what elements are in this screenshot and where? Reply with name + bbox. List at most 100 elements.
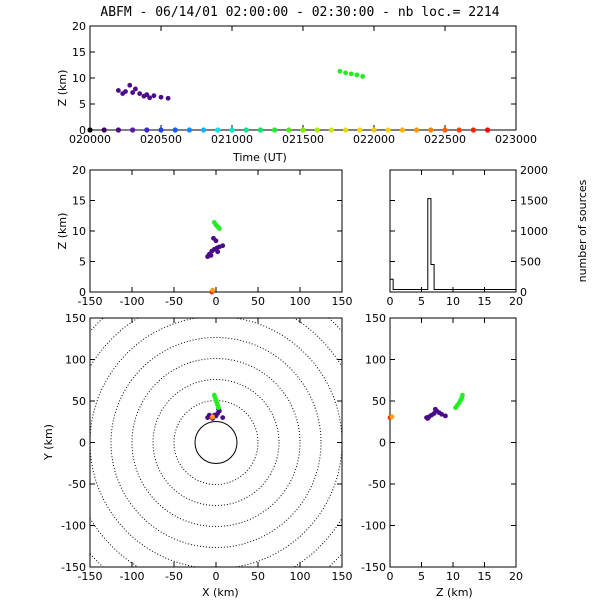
- time-color-marker: [414, 127, 420, 133]
- xz-xtick-label: -150: [78, 295, 103, 308]
- zy-xtick-label: 0: [387, 570, 394, 583]
- xy-data-point: [220, 415, 226, 420]
- histogram-bin: [500, 290, 503, 292]
- xz-xtick-label: 100: [290, 295, 311, 308]
- xz-ylabel: Z (km): [56, 213, 69, 250]
- range-ring: [110, 337, 322, 548]
- xy-frame: [89, 317, 343, 568]
- histogram-bin: [422, 290, 425, 292]
- time_height-ytick-label: 20: [72, 20, 86, 33]
- zy-data-point: [432, 406, 438, 412]
- xy-ytick-label: -50: [68, 478, 86, 491]
- histogram-bin: [447, 290, 450, 292]
- time-color-marker: [428, 127, 434, 133]
- histogram-bin: [444, 290, 447, 292]
- histogram-bin: [440, 290, 443, 292]
- time-color-marker: [442, 127, 448, 133]
- time_height-xtick-label: 021000: [211, 133, 253, 146]
- xy-ytick-label: 150: [65, 312, 86, 325]
- time_height-data-point: [127, 82, 133, 88]
- time_height-data-point: [165, 95, 171, 101]
- time-color-marker: [243, 127, 249, 133]
- xz-xtick-label: -100: [120, 295, 145, 308]
- zy-ytick-label: 150: [365, 312, 386, 325]
- time_height-data-point: [348, 71, 354, 77]
- histogram-bin: [459, 290, 462, 292]
- time-color-marker: [87, 127, 93, 133]
- histogram-bin: [472, 290, 475, 292]
- xz-ytick-label: 0: [79, 286, 86, 299]
- time-color-marker: [144, 127, 150, 133]
- time-color-marker: [286, 127, 292, 133]
- histogram-bin: [513, 290, 516, 292]
- zy-ytick-label: -100: [361, 520, 386, 533]
- time_height-xtick-label: 022000: [353, 133, 395, 146]
- time-color-marker: [371, 127, 377, 133]
- time-color-marker: [314, 127, 320, 133]
- histogram-bin: [478, 290, 481, 292]
- zy-xtick-label: 20: [509, 570, 523, 583]
- time-color-marker: [357, 127, 363, 133]
- xy-ytick-label: 100: [65, 354, 86, 367]
- time-height-frame: [89, 25, 517, 131]
- xz-ytick-label: 10: [72, 225, 86, 238]
- histogram-bin: [403, 290, 406, 292]
- histogram-bin: [481, 290, 484, 292]
- zy-xtick-label: 5: [418, 570, 425, 583]
- xz-ytick-label: 15: [72, 195, 86, 208]
- histogram-bin: [409, 290, 412, 292]
- time_height-ytick-label: 15: [72, 46, 86, 59]
- xy-ytick-label: -100: [61, 520, 86, 533]
- time_height-data-point: [137, 91, 143, 96]
- histogram-bin: [431, 265, 434, 292]
- zy-data-point: [460, 392, 465, 398]
- xy-ytick-label: 50: [72, 395, 86, 408]
- histogram-xtick-label: 5: [418, 295, 425, 308]
- range-ring: [173, 400, 259, 485]
- xy-xtick-label: 100: [290, 570, 311, 583]
- time_height-data-point: [158, 94, 164, 100]
- histogram-bin: [450, 290, 453, 292]
- histogram-bin: [396, 290, 399, 292]
- time-color-marker: [485, 127, 491, 133]
- time_height-xtick-label: 020000: [69, 133, 111, 146]
- xy-xtick-label: -50: [165, 570, 183, 583]
- time-color-marker: [257, 127, 263, 133]
- time-color-marker: [470, 127, 476, 133]
- time_height-xtick-label: 022500: [424, 133, 466, 146]
- zy-data-point: [425, 416, 431, 421]
- range-ring: [90, 318, 342, 567]
- histogram-bin: [462, 290, 465, 292]
- time_height-xtick-label: 020500: [140, 133, 182, 146]
- histogram-bin: [466, 290, 469, 292]
- time_height-ytick-label: 10: [72, 72, 86, 85]
- time_height-ytick-label: 5: [79, 98, 86, 111]
- histogram-xtick-label: 20: [509, 295, 523, 308]
- histogram-bin: [418, 290, 421, 292]
- time_height-data-point: [130, 90, 136, 95]
- time_height-data-point: [360, 74, 366, 79]
- histogram-bin: [415, 290, 418, 292]
- histogram-bin: [485, 290, 488, 292]
- time-color-marker: [328, 127, 334, 133]
- histogram-panel: number of sources 0 5 10 15 2005001000150020…: [387, 164, 590, 308]
- xz-data-point: [211, 235, 216, 241]
- xz-xtick-label: 150: [332, 295, 353, 308]
- xy-panel: X (km) Y (km) -150 -100 -50 0 50 100 150 -150 -1…: [42, 312, 353, 599]
- histogram-bin: [390, 279, 393, 292]
- chart-title: ABFM - 06/14/01 02:00:00 - 02:30:00 - nb…: [100, 5, 499, 20]
- histogram-xtick-label: 0: [387, 295, 394, 308]
- time-color-marker: [201, 127, 207, 133]
- histogram-ytick-label: 2000: [520, 164, 548, 177]
- xy-xtick-label: -100: [120, 570, 145, 583]
- xz-panel: Z (km) -150 -100 -50 0 50 100 150 0 5 10 15 20: [56, 164, 353, 308]
- xy-ytick-label: -150: [61, 561, 86, 574]
- zy-ytick-label: -150: [361, 561, 386, 574]
- xz-xtick-label: 0: [213, 295, 220, 308]
- xy-xtick-label: -150: [78, 570, 103, 583]
- time_height-data-point: [116, 88, 121, 93]
- xz-ytick-label: 5: [79, 256, 86, 269]
- histogram-ytick-label: 1000: [520, 225, 548, 238]
- time-height-xlabel: Time (UT): [232, 151, 287, 164]
- time-color-marker: [343, 127, 349, 133]
